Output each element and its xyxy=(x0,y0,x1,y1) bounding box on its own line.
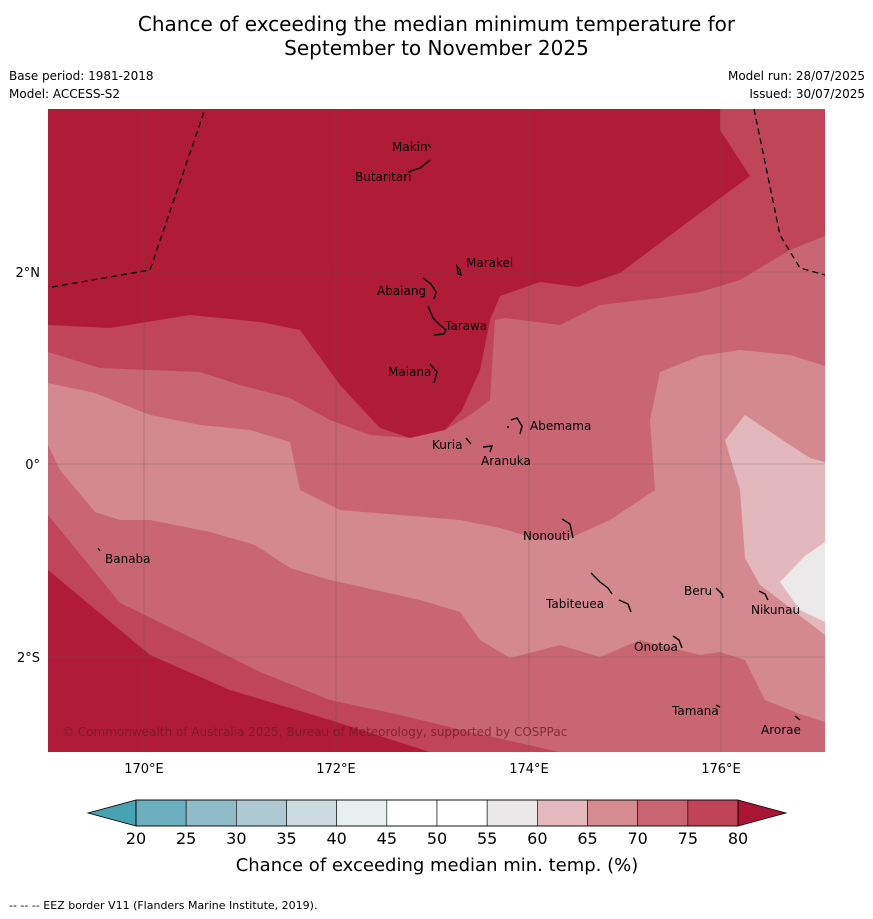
island-shape-butaritari xyxy=(407,159,431,173)
colorbar-segment xyxy=(185,799,237,827)
map-copyright: © Commonwealth of Australia 2025, Bureau… xyxy=(62,725,567,739)
island-label-butaritari: Butaritari xyxy=(355,170,412,184)
island-shape-arorae xyxy=(794,715,801,721)
island-shape-onotoa xyxy=(672,635,683,649)
colorbar-segment xyxy=(336,799,388,827)
meta-left: Base period: 1981-2018 Model: ACCESS-S2 xyxy=(9,67,154,103)
band-65 xyxy=(48,350,825,722)
colorbar-tick-label: 20 xyxy=(126,829,146,848)
island-label-onotoa: Onotoa xyxy=(634,640,678,654)
colorbar-tick-label: 55 xyxy=(477,829,497,848)
colorbar-tick-label: 45 xyxy=(377,829,397,848)
colorbar-segment xyxy=(436,799,488,827)
island-label-makin: Makin xyxy=(392,140,428,154)
island-label-beru: Beru xyxy=(684,584,712,598)
island-shape-tamana xyxy=(715,704,721,708)
island-shape-kuria xyxy=(465,437,472,445)
colorbar-tick-label: 50 xyxy=(427,829,447,848)
lat-axis-labels: 2°N 0° 2°S xyxy=(16,266,41,666)
island-shape-nonouti xyxy=(561,518,574,539)
island-label-abaiang: Abaiang xyxy=(377,284,426,298)
base-period: Base period: 1981-2018 xyxy=(9,69,154,83)
graticule xyxy=(48,109,825,752)
lat-label-0: 0° xyxy=(25,458,40,473)
colorbar-tick-label: 40 xyxy=(326,829,346,848)
meta-right: Model run: 28/07/2025 Issued: 30/07/2025 xyxy=(728,67,865,103)
colorbar-ticks: 20 25 30 35 40 45 50 55 60 65 70 75 80 xyxy=(126,829,748,848)
colorbar-tick-label: 35 xyxy=(276,829,296,848)
island-label-abemama: Abemama xyxy=(530,419,591,433)
colorbar-segment xyxy=(587,799,638,827)
colorbar-segment xyxy=(236,799,287,827)
colorbar-tick-label: 80 xyxy=(728,829,748,848)
lat-label-2s: 2°S xyxy=(17,651,40,666)
island-shape-abemama xyxy=(507,417,523,435)
island-shape-maiana xyxy=(429,363,438,384)
island-label-marakei: Marakei xyxy=(466,256,513,270)
lon-label-176e: 176°E xyxy=(701,762,741,777)
island-label-banaba: Banaba xyxy=(105,552,151,566)
colorbar-tick-label: 60 xyxy=(527,829,547,848)
island-shape-tarawa xyxy=(427,305,447,336)
footer-note: -- -- -- EEZ border V11 (Flanders Marine… xyxy=(9,899,318,912)
colorbar-segment xyxy=(537,799,588,827)
colorbar-segments xyxy=(135,799,739,827)
island-label-kuria: Kuria xyxy=(432,438,463,452)
band-55 xyxy=(780,542,825,622)
island-label-tabiteuea: Tabiteuea xyxy=(545,597,604,611)
colorbar-segment xyxy=(637,799,689,827)
lon-label-172e: 172°E xyxy=(316,762,356,777)
issued-date: Issued: 30/07/2025 xyxy=(749,87,865,101)
colorbar-low-extension xyxy=(86,799,137,827)
model-name: Model: ACCESS-S2 xyxy=(9,87,121,101)
island-label-tamana: Tamana xyxy=(671,704,719,718)
island-shape-nikunau xyxy=(758,590,769,601)
lon-axis-labels: 170°E 172°E 174°E 176°E xyxy=(124,762,741,777)
island-shape-banaba xyxy=(97,547,101,552)
colorbar-high-extension xyxy=(737,799,788,827)
colorbar-segment xyxy=(386,799,438,827)
colorbar-tick-label: 75 xyxy=(678,829,698,848)
contour-map xyxy=(48,109,825,752)
island-shape-tabiteuea-north xyxy=(590,572,613,595)
island-label-tarawa: Tarawa xyxy=(444,319,487,333)
map-title: Chance of exceeding the median minimum t… xyxy=(0,12,873,60)
colorbar-segment xyxy=(286,799,337,827)
island-shape-tabiteuea-south xyxy=(618,599,632,613)
model-run-date: Model run: 28/07/2025 xyxy=(727,69,865,83)
island-shape-makin xyxy=(427,143,432,149)
eez-border-east xyxy=(753,108,826,276)
island-labels: Makin Butaritari Marakei Abaiang Tarawa … xyxy=(105,140,801,737)
eez-border-west xyxy=(51,108,206,288)
colorbar-label: Chance of exceeding median min. temp. (%… xyxy=(236,855,639,876)
lat-label-2n: 2°N xyxy=(16,266,41,281)
colorbar-tick-label: 65 xyxy=(577,829,597,848)
lon-label-170e: 170°E xyxy=(124,762,164,777)
map-title-line-1: Chance of exceeding the median minimum t… xyxy=(137,12,736,36)
map-title-line-2: September to November 2025 xyxy=(284,36,589,60)
colorbar-frame xyxy=(135,799,739,827)
eez-borders xyxy=(51,108,826,288)
colorbar: 20 25 30 35 40 45 50 55 60 65 70 75 80 Chance of exc… xyxy=(86,799,788,876)
island-shape-abaiang xyxy=(422,277,437,300)
island-shape-beru xyxy=(715,587,724,599)
island-shape-marakei xyxy=(455,263,462,277)
colorbar-tick-label: 70 xyxy=(627,829,647,848)
island-label-arorae: Arorae xyxy=(761,723,801,737)
island-label-nonouti: Nonouti xyxy=(523,529,570,543)
island-shape-aranuka xyxy=(482,445,494,453)
colorbar-tick-label: 25 xyxy=(176,829,196,848)
colorbar-segment xyxy=(687,799,739,827)
colorbar-tick-label: 30 xyxy=(226,829,246,848)
island-outlines xyxy=(97,143,801,721)
lon-label-174e: 174°E xyxy=(509,762,549,777)
colorbar-segment xyxy=(486,799,538,827)
island-label-aranuka: Aranuka xyxy=(481,454,531,468)
colorbar-segment xyxy=(135,799,187,827)
island-label-maiana: Maiana xyxy=(388,365,431,379)
island-label-nikunau: Nikunau xyxy=(751,603,800,617)
